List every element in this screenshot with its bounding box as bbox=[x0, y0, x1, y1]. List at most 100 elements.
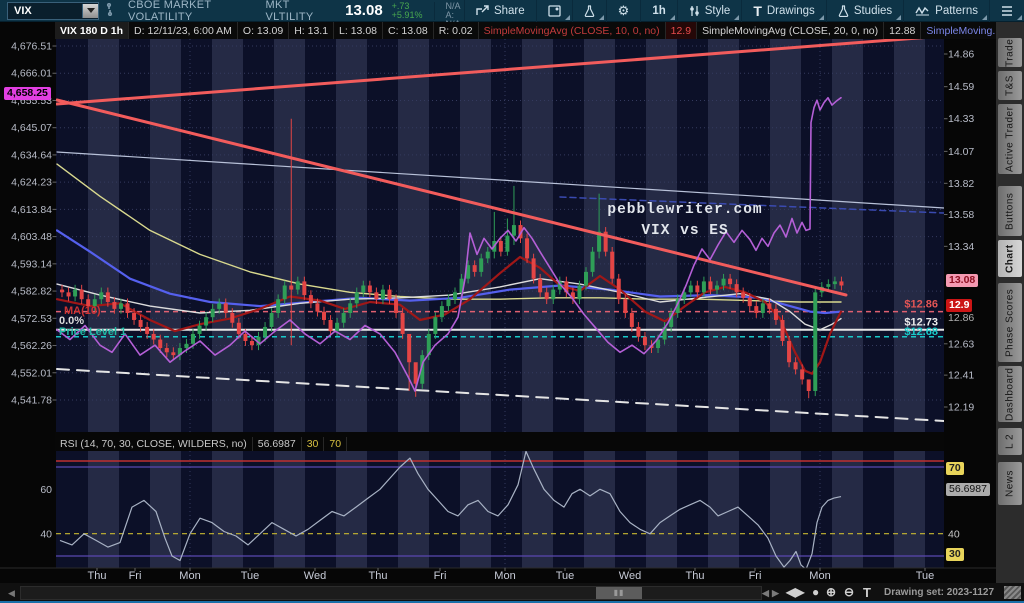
gear-icon: ⚙ bbox=[617, 2, 630, 18]
zoom-in-icon[interactable]: ⊕ bbox=[826, 585, 837, 599]
pan-left-icon[interactable]: ◀ bbox=[762, 588, 769, 598]
svg-text:$12.73: $12.73 bbox=[904, 317, 938, 329]
sidebar-tab-trade[interactable]: Trade bbox=[998, 38, 1022, 67]
svg-text:14.59: 14.59 bbox=[948, 81, 974, 93]
scroll-left-arrow[interactable]: ◀ bbox=[8, 588, 15, 598]
svg-text:12.41: 12.41 bbox=[948, 370, 974, 382]
last-price-badge: 13.08 bbox=[946, 274, 979, 287]
toolbar-right-group: Share ⚙ 1h Style T Drawings Studies bbox=[463, 0, 1024, 22]
patterns-button[interactable]: Patterns bbox=[903, 0, 989, 22]
svg-text:Tue: Tue bbox=[556, 570, 575, 582]
es-price-bubble[interactable]: 4,658.25 bbox=[4, 87, 51, 100]
rsi-oversold: 30 bbox=[302, 437, 325, 451]
svg-text:Fri: Fri bbox=[749, 570, 762, 582]
drawing-set-label[interactable]: Drawing set: 2023-1127 bbox=[884, 587, 995, 598]
resize-grip[interactable] bbox=[1004, 586, 1021, 599]
share-icon bbox=[476, 5, 489, 15]
chevron-down-icon bbox=[86, 8, 95, 13]
sliders-icon bbox=[689, 5, 699, 16]
svg-text:Mon: Mon bbox=[179, 570, 200, 582]
svg-text:4,562.26: 4,562.26 bbox=[11, 340, 52, 352]
svg-text:4,676.51: 4,676.51 bbox=[11, 41, 52, 53]
svg-text:Tue: Tue bbox=[916, 570, 935, 582]
svg-text:14.86: 14.86 bbox=[948, 49, 974, 61]
svg-text:4,582.82: 4,582.82 bbox=[11, 286, 52, 298]
pan-right-icon[interactable]: ▶ bbox=[772, 588, 779, 598]
sma3-label[interactable]: SimpleMoving... bbox=[921, 22, 1008, 39]
rsi-70-badge: 70 bbox=[946, 462, 964, 475]
drawings-button[interactable]: T Drawings bbox=[741, 0, 826, 22]
top-toolbar: VIX CBOE MARKET VOLATILITY MKT VLTILITY … bbox=[0, 0, 1024, 28]
chart-footer: ◀ ▮▮ ◀ ▶ ◀▶ ● ⊕ ⊖ T Drawing set: 2023-11… bbox=[0, 583, 1024, 603]
rsi-value: 56.6987 bbox=[253, 437, 302, 451]
svg-text:Mon: Mon bbox=[494, 570, 515, 582]
fit-width-icon[interactable]: ◀▶ bbox=[786, 585, 805, 599]
sma20-label[interactable]: SimpleMovingAvg (CLOSE, 20, 0, no) bbox=[697, 22, 885, 39]
bar-date: D: 12/11/23, 6:00 AM bbox=[129, 22, 238, 39]
svg-text:4,593.14: 4,593.14 bbox=[11, 258, 52, 270]
bar-high: H: 13.1 bbox=[289, 22, 335, 39]
svg-text:12.19: 12.19 bbox=[948, 402, 974, 414]
bar-low: L: 13.08 bbox=[334, 22, 383, 39]
sidebar-tab-dashboard[interactable]: Dashboard bbox=[998, 366, 1022, 422]
sidebar-tab-active-trader[interactable]: Active Trader bbox=[998, 104, 1022, 174]
calendar-events-button[interactable] bbox=[535, 0, 572, 22]
svg-text:Thu: Thu bbox=[686, 570, 705, 582]
chart-scrollbar[interactable]: ▮▮ bbox=[20, 586, 762, 600]
sidebar-tab-phase-scores[interactable]: Phase Scores bbox=[998, 283, 1022, 362]
symbol-input[interactable]: VIX bbox=[14, 4, 32, 17]
share-button[interactable]: Share bbox=[463, 0, 536, 22]
sma10-value: 12.9 bbox=[665, 22, 698, 39]
hamburger-icon bbox=[1002, 5, 1012, 16]
sma20-value: 12.88 bbox=[884, 22, 922, 39]
svg-text:$12.68: $12.68 bbox=[904, 326, 938, 338]
studies-button[interactable]: Studies bbox=[825, 0, 903, 22]
symbol-description: MKT VLTILITY bbox=[265, 0, 314, 23]
flask-icon bbox=[838, 4, 849, 17]
svg-text:12.63: 12.63 bbox=[948, 338, 974, 350]
sma10-label[interactable]: SimpleMovingAvg (CLOSE, 10, 0, no) bbox=[479, 22, 666, 39]
timeframe-button[interactable]: 1h bbox=[640, 0, 676, 22]
svg-text:4,624.23: 4,624.23 bbox=[11, 177, 52, 189]
chart-panel: 4,676.51 4,666.01 4,655.53 4,645.07 4,634.64… bbox=[0, 22, 1024, 583]
text-note-icon[interactable]: T bbox=[863, 585, 871, 600]
svg-text:4,645.07: 4,645.07 bbox=[11, 122, 52, 134]
chart-header: VIX 180 D 1h D: 12/11/23, 6:00 AM O: 13.… bbox=[55, 22, 1024, 39]
style-button[interactable]: Style bbox=[676, 0, 742, 22]
symbol-selector[interactable]: VIX bbox=[7, 1, 99, 20]
bid-ask: B: N/AA: N/A bbox=[434, 0, 464, 28]
bar-open: O: 13.09 bbox=[238, 22, 290, 39]
svg-text:13.34: 13.34 bbox=[948, 241, 974, 253]
price-change: +.73 +5.91% bbox=[391, 0, 423, 20]
svg-text:4,541.78: 4,541.78 bbox=[11, 394, 52, 406]
svg-text:12.86: 12.86 bbox=[948, 312, 974, 324]
svg-text:MA(10): MA(10) bbox=[64, 305, 101, 317]
rsi-30-badge: 30 bbox=[946, 548, 964, 561]
settings-button[interactable]: ⚙ bbox=[605, 0, 641, 22]
svg-text:Wed: Wed bbox=[304, 570, 326, 582]
sidebar-tab-l-2[interactable]: L 2 bbox=[998, 428, 1022, 455]
svg-text:Fri: Fri bbox=[434, 570, 447, 582]
svg-text:Wed: Wed bbox=[619, 570, 641, 582]
svg-text:4,552.01: 4,552.01 bbox=[11, 367, 52, 379]
auto-scale-icon[interactable]: ● bbox=[812, 585, 820, 599]
svg-text:Fri: Fri bbox=[129, 570, 142, 582]
sidebar-tab-t-s[interactable]: T&S bbox=[998, 71, 1022, 100]
menu-button[interactable] bbox=[989, 0, 1024, 22]
main-chart-canvas[interactable]: 4,676.514,666.014,655.534,645.074,634.64… bbox=[0, 22, 996, 583]
svg-text:4,603.48: 4,603.48 bbox=[11, 231, 52, 243]
symbol-dropdown-button[interactable] bbox=[82, 3, 98, 18]
sidebar-tab-buttons[interactable]: Buttons bbox=[998, 186, 1022, 236]
svg-text:Mon: Mon bbox=[809, 570, 830, 582]
sidebar-tab-news[interactable]: News bbox=[998, 462, 1022, 505]
scrollbar-thumb[interactable]: ▮▮ bbox=[596, 587, 642, 599]
rsi-label[interactable]: RSI (14, 70, 30, CLOSE, WILDERS, no) bbox=[55, 437, 253, 451]
svg-text:40: 40 bbox=[40, 528, 52, 540]
zoom-out-icon[interactable]: ⊖ bbox=[844, 585, 855, 599]
svg-text:40: 40 bbox=[948, 528, 960, 540]
symbol-link-icon[interactable] bbox=[105, 2, 114, 19]
sidebar-tab-chart[interactable]: Chart bbox=[998, 240, 1022, 277]
svg-text:4,572.53: 4,572.53 bbox=[11, 313, 52, 325]
quick-study-button[interactable] bbox=[571, 0, 606, 22]
chart-title: VIX 180 D 1h bbox=[55, 22, 130, 39]
